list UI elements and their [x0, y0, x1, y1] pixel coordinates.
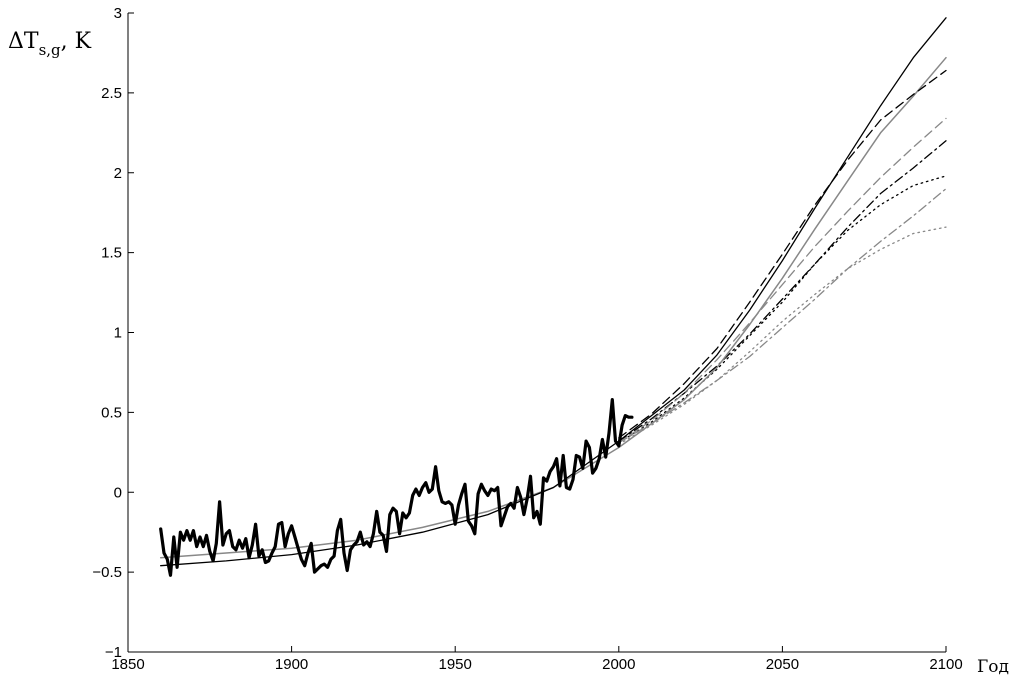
y-tick-label: 1.5 — [101, 245, 122, 262]
series-line-8 — [618, 175, 947, 444]
x-tick-label: 1900 — [275, 656, 308, 673]
series-line-2 — [160, 17, 947, 567]
y-tick-label: 0.5 — [101, 404, 122, 421]
series-line-9 — [618, 226, 947, 445]
x-tick-label: 2000 — [602, 656, 635, 673]
x-tick-label: 2100 — [929, 656, 962, 673]
y-axis-label-unit: , K — [61, 29, 92, 54]
y-axis-label: ΔTs,g, K — [8, 29, 92, 59]
y-tick-label: 1 — [114, 325, 122, 342]
x-tick-label: 2050 — [766, 656, 799, 673]
y-tick-label: 0 — [114, 484, 122, 501]
y-tick-label: 2.5 — [101, 85, 122, 102]
series-line-3 — [618, 69, 947, 439]
y-axis-label-symbol: ΔT — [8, 29, 39, 54]
series-line-1 — [159, 398, 634, 577]
series-line-5 — [618, 117, 947, 444]
series-layer — [159, 17, 947, 577]
axes-layer: −1 −0.5 0 0.5 1 1.5 2 2.5 3 1850 1900 1950 2000 2050 2… — [92, 5, 962, 673]
series-line-6 — [618, 140, 947, 442]
x-tick-label: 1850 — [111, 656, 144, 673]
y-tick-label: −1 — [105, 644, 122, 661]
series-line-7 — [618, 188, 947, 444]
series-line-4 — [159, 56, 947, 559]
y-axis-label-subscript: s,g — [39, 41, 61, 59]
x-axis-label: Год — [977, 657, 1009, 677]
y-tick-label: 2 — [114, 165, 122, 182]
y-tick-label: −0.5 — [92, 564, 122, 581]
y-tick-label: 3 — [114, 5, 122, 22]
x-tick-label: 1950 — [439, 656, 472, 673]
